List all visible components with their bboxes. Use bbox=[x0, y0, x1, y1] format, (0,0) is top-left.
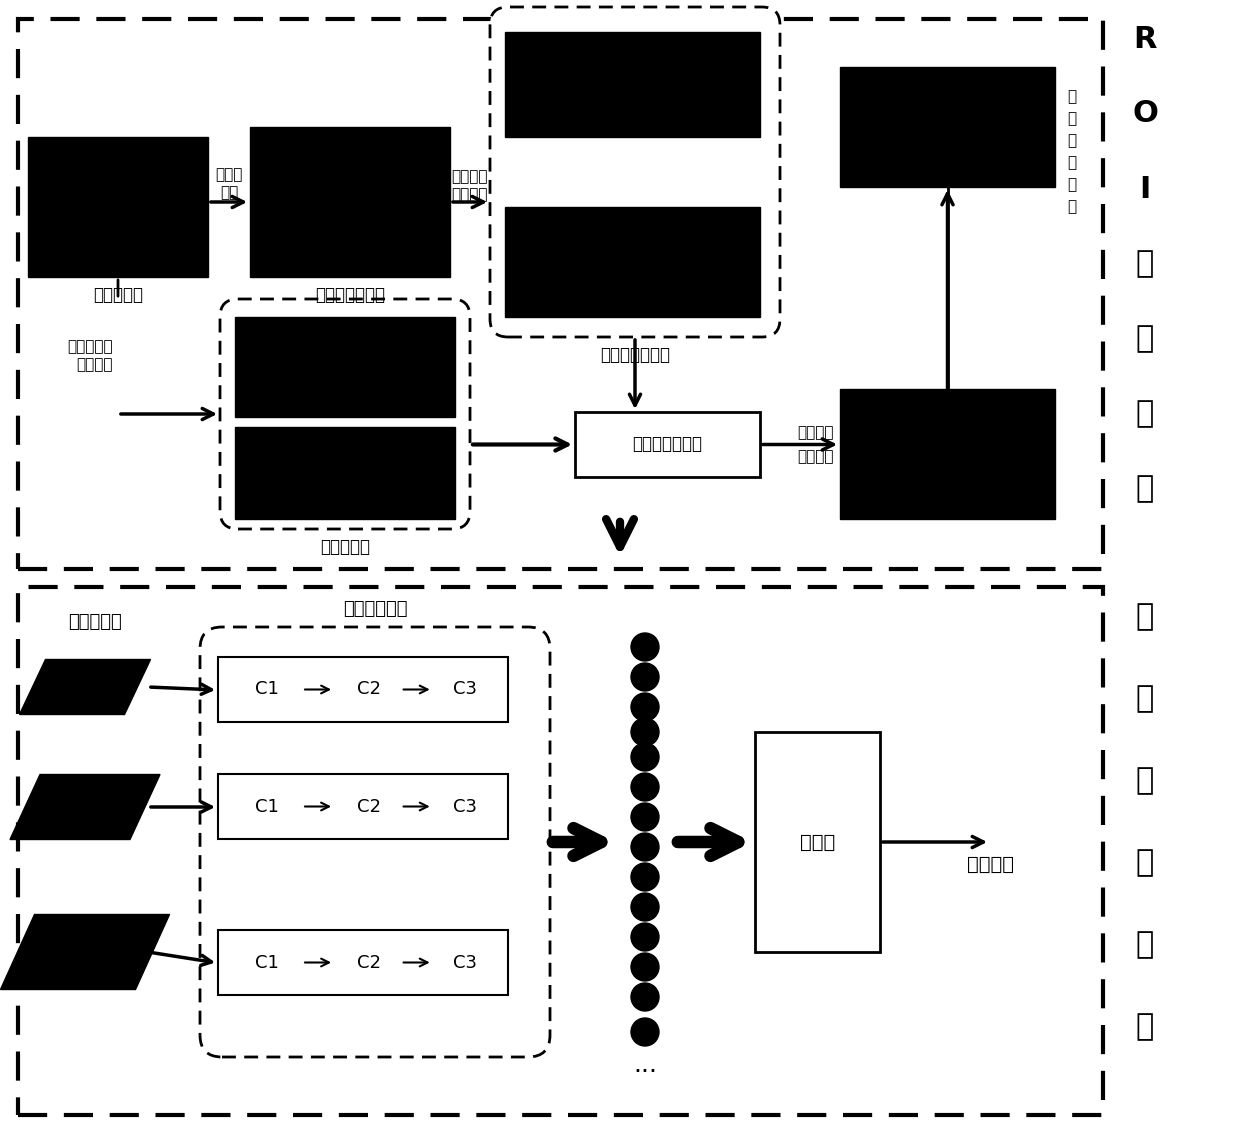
Circle shape bbox=[631, 983, 658, 1011]
Text: 条件随机场融合: 条件随机场融合 bbox=[632, 436, 703, 453]
Circle shape bbox=[631, 894, 658, 921]
Text: ...: ... bbox=[632, 1053, 657, 1077]
Text: 极值区域: 极值区域 bbox=[797, 448, 833, 463]
Text: 网络特征提取: 网络特征提取 bbox=[342, 600, 407, 618]
Text: C3: C3 bbox=[453, 680, 476, 699]
Text: 域: 域 bbox=[1066, 156, 1076, 171]
FancyBboxPatch shape bbox=[218, 774, 508, 838]
Text: 分割: 分割 bbox=[219, 186, 238, 201]
Text: C2: C2 bbox=[357, 953, 381, 972]
FancyBboxPatch shape bbox=[839, 67, 1055, 187]
FancyBboxPatch shape bbox=[200, 627, 551, 1058]
FancyBboxPatch shape bbox=[505, 206, 760, 317]
FancyBboxPatch shape bbox=[575, 412, 760, 477]
Circle shape bbox=[631, 923, 658, 951]
Circle shape bbox=[631, 803, 658, 830]
Text: 区: 区 bbox=[1136, 602, 1154, 632]
Circle shape bbox=[631, 773, 658, 801]
FancyBboxPatch shape bbox=[218, 657, 508, 721]
Text: 多尺度输入: 多尺度输入 bbox=[68, 612, 122, 631]
Text: 分类类别: 分类类别 bbox=[966, 855, 1013, 874]
Text: 取: 取 bbox=[1136, 475, 1154, 504]
Circle shape bbox=[631, 953, 658, 981]
Text: 颜色概率图: 颜色概率图 bbox=[320, 538, 370, 556]
Text: 特征计算: 特征计算 bbox=[451, 187, 489, 203]
Text: 先验颜色: 先验颜色 bbox=[451, 170, 489, 185]
FancyBboxPatch shape bbox=[505, 32, 760, 136]
FancyBboxPatch shape bbox=[219, 299, 470, 529]
Text: 概率计算: 概率计算 bbox=[77, 358, 113, 373]
Text: 待处理图像: 待处理图像 bbox=[93, 286, 143, 304]
Text: O: O bbox=[1132, 100, 1158, 128]
Text: 区: 区 bbox=[1066, 133, 1076, 148]
Text: 类: 类 bbox=[1136, 849, 1154, 877]
Text: 取: 取 bbox=[1066, 200, 1076, 214]
Text: C3: C3 bbox=[453, 953, 476, 972]
Text: 提: 提 bbox=[1066, 178, 1076, 193]
Text: 贝叶斯颜色: 贝叶斯颜色 bbox=[67, 340, 113, 354]
Text: 先验颜色特征图: 先验颜色特征图 bbox=[600, 346, 670, 364]
Text: C2: C2 bbox=[357, 797, 381, 816]
Text: 别: 别 bbox=[1136, 1013, 1154, 1041]
Text: 超像素: 超像素 bbox=[216, 167, 243, 182]
Circle shape bbox=[631, 633, 658, 661]
Circle shape bbox=[631, 693, 658, 721]
FancyBboxPatch shape bbox=[755, 732, 880, 952]
Text: 识: 识 bbox=[1136, 930, 1154, 960]
Text: 域: 域 bbox=[1136, 685, 1154, 713]
Circle shape bbox=[631, 863, 658, 891]
Text: I: I bbox=[1140, 174, 1151, 203]
Text: 提: 提 bbox=[1136, 399, 1154, 429]
Circle shape bbox=[631, 833, 658, 861]
Text: 分类器: 分类器 bbox=[800, 833, 835, 851]
Text: 选: 选 bbox=[1066, 111, 1076, 126]
FancyBboxPatch shape bbox=[250, 127, 450, 276]
FancyBboxPatch shape bbox=[236, 427, 455, 518]
Text: 区: 区 bbox=[1136, 250, 1154, 279]
Text: C1: C1 bbox=[255, 680, 279, 699]
Circle shape bbox=[631, 718, 658, 746]
Text: C1: C1 bbox=[255, 953, 279, 972]
Polygon shape bbox=[20, 660, 150, 715]
FancyBboxPatch shape bbox=[839, 389, 1055, 518]
Polygon shape bbox=[0, 914, 170, 990]
Polygon shape bbox=[10, 774, 160, 840]
Text: C3: C3 bbox=[453, 797, 476, 816]
Text: C2: C2 bbox=[357, 680, 381, 699]
Circle shape bbox=[631, 743, 658, 771]
Text: R: R bbox=[1133, 24, 1157, 54]
FancyBboxPatch shape bbox=[218, 930, 508, 994]
Text: C1: C1 bbox=[255, 797, 279, 816]
Text: 分: 分 bbox=[1136, 766, 1154, 796]
FancyBboxPatch shape bbox=[236, 317, 455, 418]
Text: 超像素分割结果: 超像素分割结果 bbox=[315, 286, 384, 304]
Text: 域: 域 bbox=[1136, 325, 1154, 353]
Circle shape bbox=[631, 1019, 658, 1046]
Text: 最大稳定: 最大稳定 bbox=[797, 426, 833, 440]
Text: 候: 候 bbox=[1066, 89, 1076, 104]
Circle shape bbox=[631, 663, 658, 690]
FancyBboxPatch shape bbox=[29, 136, 208, 276]
FancyBboxPatch shape bbox=[490, 7, 780, 337]
